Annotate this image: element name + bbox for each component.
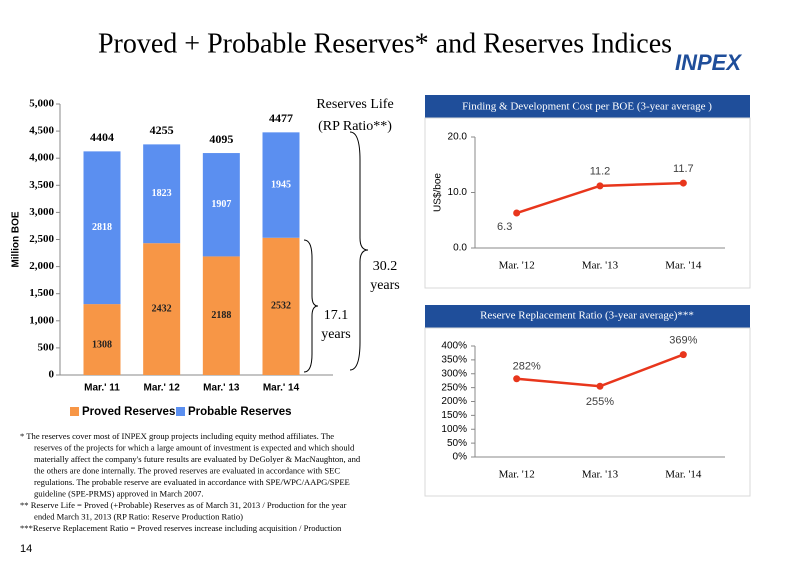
legend-label: Proved Reserves [82, 406, 175, 418]
marker [596, 182, 604, 190]
total-label: 4404 [90, 130, 114, 144]
x-tick-label: Mar. '13 [582, 260, 619, 272]
y-tick-label: 3,000 [29, 206, 54, 218]
x-tick-label: Mar.' 11 [84, 383, 120, 394]
annotation: 17.1 [324, 308, 349, 323]
y-axis-label: US$/boe [433, 173, 444, 212]
legend-swatch [176, 407, 185, 416]
line [516, 353, 684, 388]
annotation: (RP Ratio**) [318, 119, 392, 134]
y-tick-label: 0 [49, 369, 55, 381]
x-tick-label: Mar.' 13 [203, 383, 240, 394]
marker [513, 209, 521, 217]
panel-frame [424, 327, 751, 497]
y-tick-label: 200% [441, 396, 467, 407]
data-label: 2532 [271, 301, 291, 312]
page-number: 14 [20, 543, 32, 555]
bar-segment [143, 243, 181, 375]
y-tick-label: 10.0 [448, 187, 468, 198]
footnote: materially affect the company's future r… [34, 454, 361, 464]
panel-frame [424, 117, 751, 289]
y-tick-label: 4,500 [29, 125, 54, 137]
data-label: 1945 [271, 179, 291, 190]
legend-swatch [70, 407, 79, 416]
y-tick-label: 300% [441, 368, 467, 379]
annotation: years [370, 278, 400, 293]
marker [679, 179, 687, 187]
x-tick-label: Mar. '14 [665, 260, 702, 272]
data-label: 11.7 [673, 163, 694, 175]
logo: INPEX [675, 50, 742, 75]
bar-segment [262, 132, 300, 238]
legend-label: Probable Reserves [188, 406, 292, 418]
panel-title: Finding & Development Cost per BOE (3-ye… [462, 101, 712, 113]
y-tick-label: 0% [453, 452, 468, 463]
footnote: ** Reserve Life = Proved (+Probable) Res… [20, 500, 347, 510]
y-tick-label: 100% [441, 424, 467, 435]
data-label: 282% [513, 361, 541, 373]
brace [349, 131, 369, 371]
footnote: ended March 31, 2013 (RP Ratio: Reserve … [34, 511, 243, 521]
panel-header [425, 305, 750, 328]
y-tick-label: 500 [38, 341, 55, 353]
data-label: 255% [586, 396, 614, 408]
annotation: Reserves Life [316, 97, 393, 112]
y-tick-label: 5,000 [29, 98, 54, 110]
x-tick-label: Mar. '12 [499, 469, 535, 481]
marker [596, 382, 604, 390]
bar-segment [143, 144, 181, 244]
annotation: years [321, 327, 351, 342]
y-tick-label: 150% [441, 410, 467, 421]
total-label: 4477 [269, 111, 293, 125]
data-label: 1907 [211, 199, 231, 210]
panel-title: Reserve Replacement Ratio (3-year averag… [480, 310, 694, 322]
footnote: reserves of the projects for which a lar… [34, 442, 355, 452]
bar-segment [262, 237, 300, 375]
y-tick-label: 400% [441, 341, 467, 352]
footnote: * The reserves cover most of INPEX group… [20, 431, 334, 441]
total-label: 4095 [209, 132, 233, 146]
total-label: 4255 [150, 123, 174, 137]
bar-segment [202, 256, 240, 375]
y-tick-label: 4,000 [29, 152, 54, 164]
marker [679, 351, 687, 359]
data-label: 2188 [211, 310, 231, 321]
panel-header [425, 95, 750, 118]
data-label: 2818 [92, 222, 112, 233]
annotation: 30.2 [373, 259, 398, 274]
footnote: ***Reserve Replacement Ratio = Proved re… [20, 523, 342, 533]
y-tick-label: 50% [447, 438, 467, 449]
y-axis-label: Million BOE [11, 211, 22, 267]
data-label: 1308 [92, 339, 112, 350]
footnote: regulations. The probable reserve are ev… [34, 477, 350, 487]
bar-segment [202, 153, 240, 257]
bar-segment [83, 151, 121, 305]
y-tick-label: 1,000 [29, 314, 54, 326]
data-label: 1823 [152, 188, 172, 199]
x-tick-label: Mar.' 14 [263, 383, 300, 394]
y-tick-label: 350% [441, 355, 467, 366]
marker [513, 375, 521, 383]
y-tick-label: 1,500 [29, 287, 54, 299]
y-tick-label: 20.0 [448, 132, 468, 143]
slide-title: Proved + Probable Reserves* and Reserves… [98, 28, 672, 59]
x-tick-label: Mar. '13 [582, 469, 619, 481]
data-label: 6.3 [497, 221, 512, 233]
y-tick-label: 3,500 [29, 179, 54, 191]
data-label: 369% [669, 335, 697, 347]
footnote: the others are done internally. The prov… [34, 465, 340, 475]
footnote: guideline (SPE-PRMS) approved in March 2… [34, 488, 203, 498]
y-tick-label: 2,000 [29, 260, 54, 272]
y-tick-label: 0.0 [453, 243, 467, 254]
data-label: 11.2 [590, 166, 611, 178]
bar-segment [83, 304, 121, 375]
data-label: 2432 [152, 303, 172, 314]
x-tick-label: Mar. '12 [499, 260, 535, 272]
y-tick-label: 250% [441, 382, 467, 393]
x-tick-label: Mar. '14 [665, 469, 702, 481]
x-tick-label: Mar.' 12 [144, 383, 181, 394]
y-tick-label: 2,500 [29, 233, 54, 245]
brace [303, 239, 319, 373]
